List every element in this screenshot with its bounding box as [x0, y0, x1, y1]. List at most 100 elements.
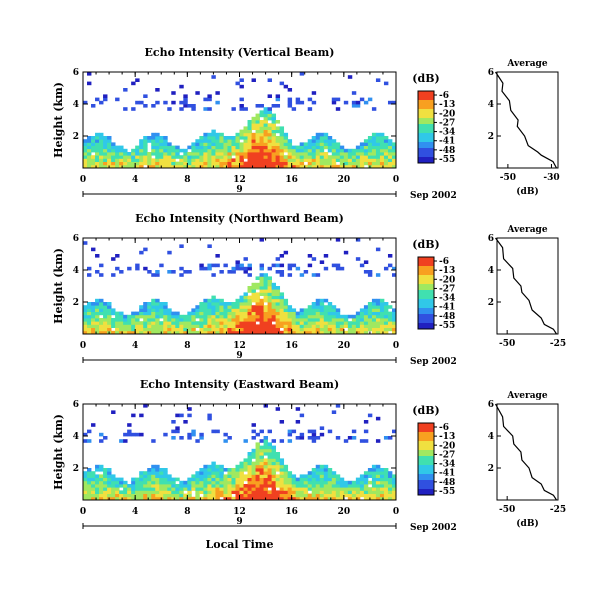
heatmap-cell — [107, 477, 112, 482]
heatmap-cell — [251, 484, 256, 488]
heatmap-cell — [179, 436, 184, 440]
heatmap-cell — [183, 104, 188, 108]
heatmap-cell — [279, 493, 285, 498]
heatmap-cell — [183, 94, 188, 98]
heatmap-cell — [211, 132, 216, 137]
heatmap-cell — [211, 139, 216, 143]
heatmap-cell — [271, 139, 277, 143]
heatmap-cell — [271, 324, 277, 328]
heatmap-cell — [299, 155, 305, 159]
heatmap-cell — [291, 318, 297, 322]
heatmap-cell — [83, 161, 88, 166]
heatmap-cell — [315, 139, 321, 143]
heatmap-cell — [283, 158, 289, 162]
heatmap-cell — [299, 321, 305, 325]
heatmap-cell — [187, 407, 192, 411]
heatmap-cell — [299, 493, 305, 498]
heatmap-cell — [327, 302, 333, 306]
heatmap-cell — [215, 136, 220, 140]
heatmap-cell — [127, 487, 132, 491]
heatmap-cell — [259, 448, 264, 453]
average-frame — [496, 71, 559, 169]
heatmap-cell — [251, 461, 256, 466]
heatmap-cell — [319, 298, 325, 303]
heatmap-cell — [303, 490, 309, 494]
colorbar-segment — [418, 127, 434, 131]
heatmap-cell — [175, 426, 180, 430]
heatmap-cell — [251, 298, 256, 303]
heatmap-cell — [99, 324, 104, 328]
heatmap-cell — [195, 314, 200, 319]
heatmap-cell — [179, 324, 184, 328]
heatmap-cell — [191, 161, 196, 166]
heatmap-cell — [147, 302, 152, 306]
heatmap-cell — [171, 490, 176, 494]
heatmap-cell — [379, 158, 385, 162]
heatmap-cell — [363, 327, 369, 332]
heatmap-cell — [103, 468, 108, 472]
heatmap-cell — [155, 324, 160, 328]
heatmap-cell — [343, 100, 349, 105]
heatmap-cell — [219, 487, 224, 491]
heatmap-cell — [291, 327, 297, 332]
heatmap-cell — [187, 164, 192, 169]
heatmap-cell — [251, 123, 256, 127]
heatmap-cell — [219, 152, 224, 156]
heatmap-cell — [171, 324, 176, 328]
heatmap-cell — [319, 142, 325, 146]
colorbar-segment — [418, 317, 434, 321]
heatmap-cell — [323, 161, 329, 166]
heatmap-cell — [367, 302, 373, 306]
heatmap-cell — [191, 104, 196, 108]
heatmap-cell — [195, 493, 200, 498]
heatmap-cell — [391, 318, 397, 322]
heatmap-cell — [307, 429, 313, 434]
heatmap-cell — [323, 330, 329, 335]
heatmap-cell — [307, 324, 313, 328]
heatmap-cell — [207, 155, 212, 159]
heatmap-cell — [151, 136, 156, 140]
heatmap-cell — [175, 493, 180, 498]
heatmap-cell — [267, 298, 272, 303]
heatmap-cell — [327, 429, 333, 434]
heatmap-cell — [371, 152, 377, 156]
heatmap-cell — [375, 139, 381, 143]
heatmap-cell — [383, 155, 389, 159]
heatmap-cell — [255, 484, 260, 488]
heatmap-cell — [319, 493, 325, 498]
heatmap-cell — [231, 496, 236, 501]
heatmap-cell — [287, 318, 293, 322]
heatmap-cell — [255, 292, 260, 296]
heatmap-cell — [207, 311, 212, 316]
heatmap-cell — [255, 445, 260, 450]
heatmap-cell — [183, 480, 188, 485]
heatmap-cell — [387, 477, 393, 482]
heatmap-cell — [367, 145, 373, 150]
heatmap-cell — [219, 311, 224, 316]
heatmap-cell — [123, 487, 128, 491]
heatmap-cell — [259, 439, 264, 443]
heatmap-cell — [331, 164, 337, 169]
heatmap-cell — [191, 308, 196, 312]
heatmap-cell — [271, 480, 277, 485]
heatmap-cell — [139, 158, 144, 162]
heatmap-cell — [255, 477, 260, 482]
heatmap-cell — [123, 158, 128, 162]
y-tick-label: 2 — [73, 298, 79, 308]
heatmap-cell — [363, 321, 369, 325]
heatmap-cell — [143, 496, 148, 501]
heatmap-cell — [135, 487, 140, 491]
heatmap-cell — [291, 308, 297, 312]
heatmap-cell — [211, 471, 216, 475]
heatmap-cell — [275, 302, 281, 306]
heatmap-cell — [135, 330, 140, 335]
heatmap-cell — [151, 496, 156, 501]
heatmap-cell — [239, 164, 244, 169]
heatmap-cell — [91, 496, 96, 501]
heatmap-cell — [259, 474, 264, 478]
heatmap-cell — [195, 142, 200, 146]
colorbar-frame — [417, 256, 435, 330]
heatmap-cell — [331, 97, 337, 102]
heatmap-cell — [155, 139, 160, 143]
heatmap-cell — [191, 496, 196, 501]
